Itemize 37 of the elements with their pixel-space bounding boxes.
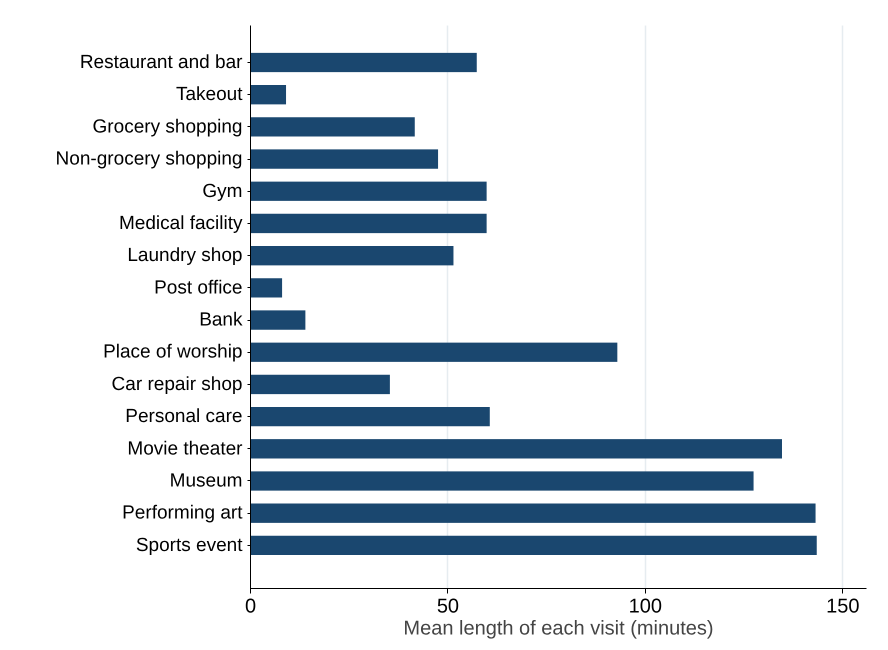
bar	[250, 406, 490, 426]
x-tick-label: 100	[628, 596, 662, 618]
bar	[250, 536, 817, 556]
y-tick-label: Restaurant and bar	[80, 52, 244, 74]
bar	[250, 214, 487, 234]
y-tick-label: Non-grocery shopping	[56, 148, 243, 170]
y-tick-label: Medical facility	[118, 212, 243, 234]
y-tick-label: Place of worship	[103, 342, 243, 363]
bar	[250, 310, 306, 330]
bar	[250, 182, 487, 201]
bar	[250, 471, 754, 491]
y-tick-label: Gym	[202, 180, 243, 202]
y-tick-label: Movie theater	[127, 438, 244, 460]
x-tick-label: 150	[826, 596, 860, 618]
bar	[250, 246, 454, 266]
y-tick-label: Performing art	[122, 502, 244, 524]
bar	[250, 439, 782, 458]
y-tick-label: Personal care	[125, 406, 243, 428]
bar	[250, 374, 390, 394]
y-tick-label: Sports event	[136, 534, 244, 556]
bar	[250, 342, 618, 362]
y-tick-label: Post office	[154, 277, 243, 298]
bar	[250, 117, 415, 137]
y-tick-label: Takeout	[176, 84, 244, 106]
y-tick-label: Car repair shop	[112, 374, 243, 395]
y-tick-label: Bank	[199, 310, 243, 331]
x-axis-title: Mean length of each visit (minutes)	[403, 618, 714, 640]
bar	[250, 85, 286, 104]
bar	[250, 149, 438, 169]
y-tick-label: Grocery shopping	[92, 116, 242, 138]
y-tick-label: Laundry shop	[127, 245, 243, 266]
x-tick-label: 0	[244, 596, 256, 618]
x-tick-label: 50	[436, 596, 460, 618]
y-tick-label: Museum	[170, 470, 243, 492]
bar	[250, 278, 282, 298]
bar	[250, 52, 477, 72]
bar	[250, 504, 816, 523]
